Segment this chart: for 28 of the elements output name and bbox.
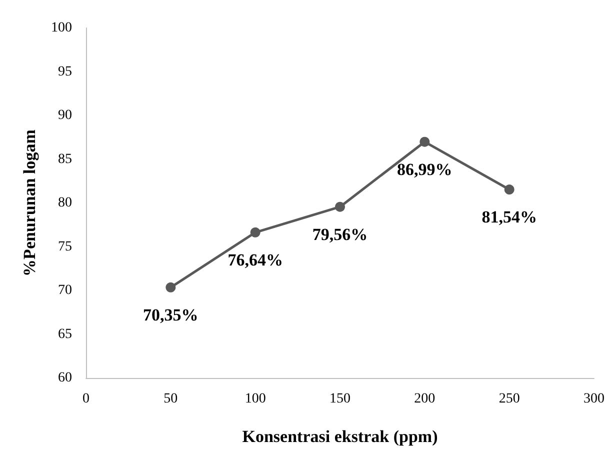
y-tick-label: 65 [58, 326, 72, 342]
point [166, 282, 176, 292]
x-tick-label: 150 [330, 392, 350, 406]
point [335, 202, 345, 212]
y-tick-label: 85 [58, 152, 72, 167]
x-tick-label: 250 [498, 392, 520, 406]
data-label: 79,56% [312, 224, 368, 244]
y-tick-label: 95 [58, 64, 72, 80]
data-label: 81,54% [482, 208, 537, 227]
data-label: 70,35% [143, 305, 198, 324]
y-axis-title: %Penurunan logam [20, 130, 39, 276]
y-tick-label: 75 [58, 239, 72, 254]
y-tick-label: 100 [51, 20, 72, 36]
x-tick-label: 200 [414, 392, 436, 406]
point [250, 227, 260, 238]
y-tick-label: 80 [58, 196, 72, 210]
point [420, 136, 430, 147]
data-label: 76,64% [228, 250, 283, 270]
y-tick-label: 60 [58, 370, 72, 386]
data-label: 86,99% [397, 160, 452, 179]
x-tick-label: 0 [82, 392, 90, 406]
y-tick-label: 90 [58, 108, 72, 123]
x-tick-label: 300 [584, 392, 604, 406]
x-axis-title: Konsentrasi ekstrak (ppm) [242, 427, 438, 446]
x-tick-label: 100 [244, 392, 266, 406]
x-tick-label: 50 [164, 392, 178, 406]
point [504, 184, 514, 195]
y-tick-label: 70 [58, 283, 72, 298]
